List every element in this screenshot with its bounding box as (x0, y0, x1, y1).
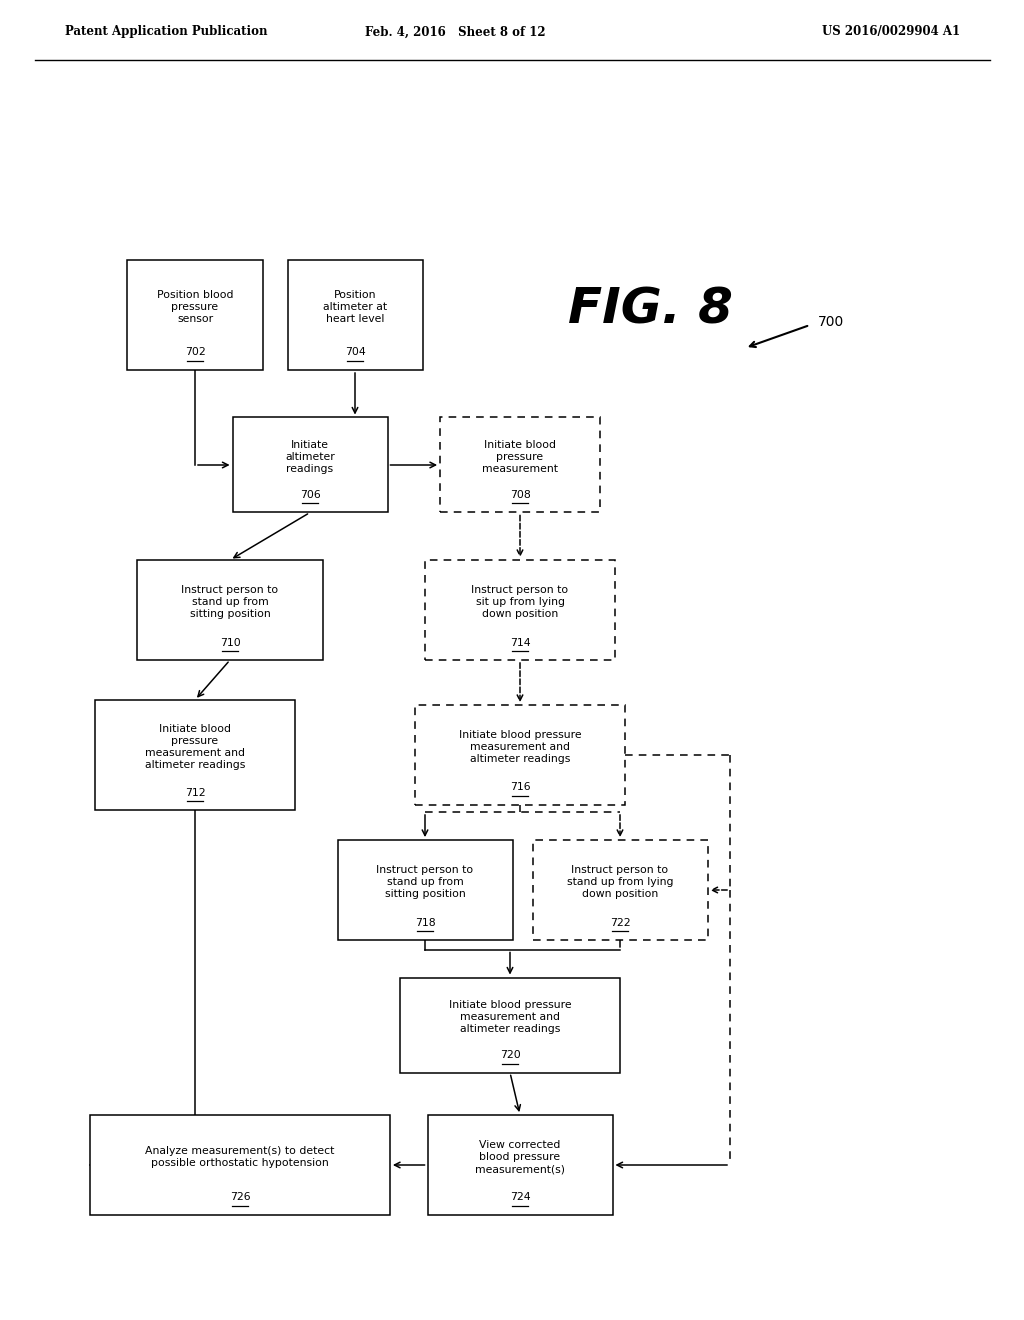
Text: 716: 716 (510, 783, 530, 792)
Text: 702: 702 (184, 347, 206, 358)
Text: Feb. 4, 2016   Sheet 8 of 12: Feb. 4, 2016 Sheet 8 of 12 (365, 25, 546, 38)
Bar (90, 1115, 390, 1214)
Text: US 2016/0029904 A1: US 2016/0029904 A1 (822, 25, 961, 38)
Bar (400, 978, 620, 1072)
Text: Instruct person to
stand up from
sitting position: Instruct person to stand up from sitting… (181, 585, 279, 619)
Text: Initiate blood
pressure
measurement: Initiate blood pressure measurement (482, 440, 558, 474)
Text: 708: 708 (510, 490, 530, 500)
Text: Initiate blood
pressure
measurement and
altimeter readings: Initiate blood pressure measurement and … (144, 723, 245, 770)
Bar (288, 260, 423, 370)
Text: 720: 720 (500, 1049, 520, 1060)
Bar (440, 417, 600, 512)
Bar (137, 560, 323, 660)
Text: FIG. 8: FIG. 8 (567, 286, 732, 334)
Text: Patent Application Publication: Patent Application Publication (65, 25, 267, 38)
Text: 726: 726 (229, 1192, 250, 1203)
Text: 718: 718 (415, 917, 435, 928)
Text: Analyze measurement(s) to detect
possible orthostatic hypotension: Analyze measurement(s) to detect possibl… (145, 1146, 335, 1168)
Text: 712: 712 (184, 788, 206, 797)
Bar (425, 560, 615, 660)
Bar (532, 840, 708, 940)
Text: Initiate blood pressure
measurement and
altimeter readings: Initiate blood pressure measurement and … (449, 1001, 571, 1034)
Bar (415, 705, 625, 805)
Bar (95, 700, 295, 810)
Text: Instruct person to
stand up from
sitting position: Instruct person to stand up from sitting… (377, 865, 473, 899)
Bar (338, 840, 512, 940)
Text: 704: 704 (345, 347, 366, 358)
Text: Instruct person to
stand up from lying
down position: Instruct person to stand up from lying d… (566, 865, 673, 899)
Text: 706: 706 (300, 490, 321, 500)
Text: 714: 714 (510, 638, 530, 648)
Bar (128, 260, 262, 370)
Bar (232, 417, 387, 512)
Text: 724: 724 (510, 1192, 530, 1203)
Text: 722: 722 (609, 917, 631, 928)
Text: Initiate blood pressure
measurement and
altimeter readings: Initiate blood pressure measurement and … (459, 730, 582, 764)
Text: 710: 710 (219, 638, 241, 648)
Text: Position blood
pressure
sensor: Position blood pressure sensor (157, 290, 233, 323)
Text: 700: 700 (818, 315, 844, 329)
Bar (427, 1115, 612, 1214)
Text: Initiate
altimeter
readings: Initiate altimeter readings (285, 440, 335, 474)
Text: Instruct person to
sit up from lying
down position: Instruct person to sit up from lying dow… (471, 585, 568, 619)
Text: Position
altimeter at
heart level: Position altimeter at heart level (323, 290, 387, 323)
Text: View corrected
blood pressure
measurement(s): View corrected blood pressure measuremen… (475, 1140, 565, 1173)
